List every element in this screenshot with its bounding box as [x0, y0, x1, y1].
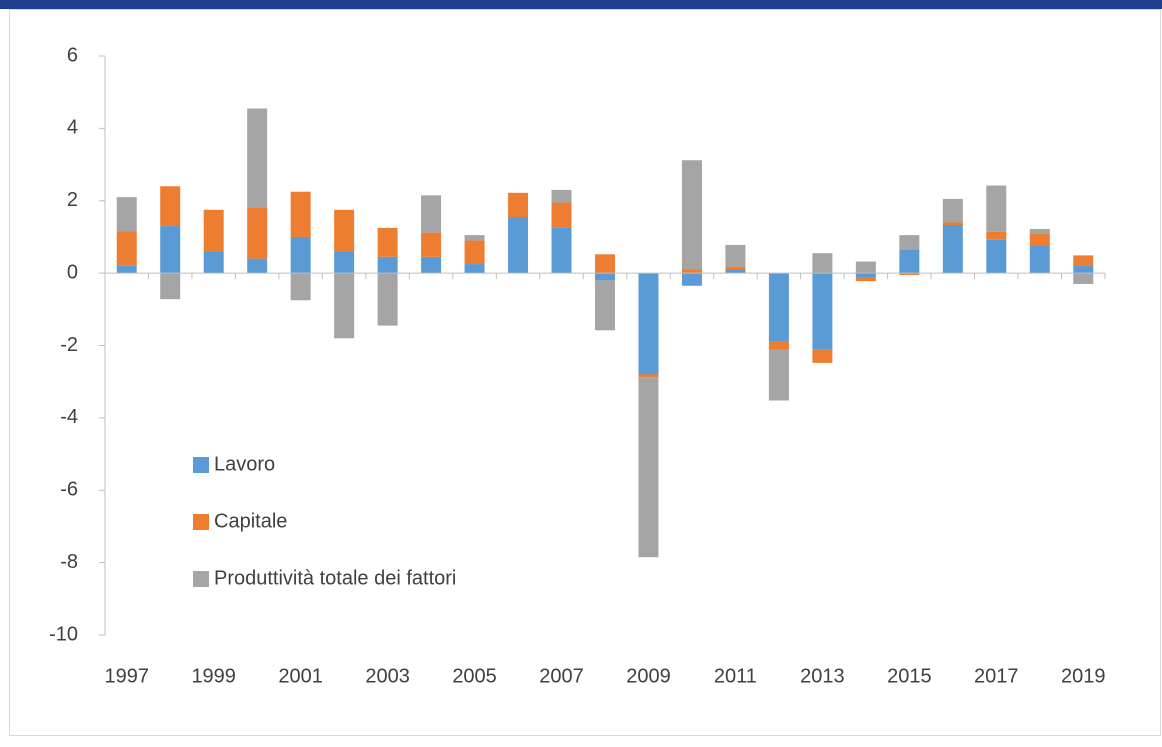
bar [203, 209, 224, 252]
x-tick-label: 2017 [974, 665, 1019, 687]
bar [725, 269, 746, 274]
bar [377, 227, 398, 257]
bar [595, 254, 615, 274]
bar [942, 198, 963, 223]
bar [681, 160, 702, 270]
bar [768, 341, 789, 350]
bar [508, 192, 529, 218]
x-tick-label: 1997 [104, 665, 149, 687]
bar [334, 209, 355, 252]
bar [290, 191, 311, 237]
bar [377, 256, 398, 274]
bar [377, 273, 398, 326]
bar [855, 261, 876, 274]
legend-label: Produttività totale dei fattori [214, 567, 456, 589]
bar [421, 232, 442, 257]
x-tick-label: 2011 [714, 665, 757, 687]
bar [942, 224, 963, 274]
bar [986, 231, 1007, 240]
chart-border [9, 9, 1161, 736]
x-tick-label: 2005 [452, 665, 497, 687]
x-tick-label: 2019 [1061, 665, 1106, 687]
bar [638, 377, 659, 558]
bar [595, 273, 615, 281]
header-bar [0, 0, 1162, 9]
bar [464, 264, 485, 274]
bar [464, 235, 485, 241]
legend-swatch [193, 457, 209, 473]
bar [1073, 273, 1094, 284]
bar [1073, 255, 1094, 266]
bar [812, 349, 833, 363]
bar [768, 273, 789, 342]
bar [290, 273, 311, 301]
x-tick-label: 2001 [278, 665, 323, 687]
bar [334, 273, 355, 339]
bar [551, 202, 572, 228]
y-tick-label: -10 [49, 623, 78, 645]
bar [1029, 245, 1050, 274]
bar [160, 273, 181, 300]
bar [855, 277, 876, 282]
x-tick-label: 2013 [800, 665, 845, 687]
bar [986, 185, 1007, 232]
y-tick-label: -6 [60, 479, 78, 501]
x-tick-label: 2007 [539, 665, 584, 687]
bar [855, 273, 876, 278]
legend: Lavoro Capitale Produttività totale dei fa… [193, 453, 456, 589]
legend-label: Capitale [214, 510, 287, 532]
bar [768, 349, 789, 401]
bar [986, 239, 1007, 274]
bar [464, 240, 485, 265]
bar [551, 189, 572, 203]
bar [421, 256, 442, 274]
bar [116, 265, 137, 274]
bar [812, 273, 833, 350]
bar [899, 273, 920, 275]
bar [638, 374, 659, 378]
y-tick-label: -8 [60, 551, 78, 573]
bar [725, 244, 746, 267]
bar [1029, 228, 1050, 234]
bar [1073, 265, 1094, 274]
y-tick-label: 2 [67, 189, 78, 211]
y-tick-label: -4 [60, 406, 78, 428]
bar [725, 266, 746, 270]
y-tick-label: 6 [67, 44, 78, 66]
legend-swatch [193, 514, 209, 530]
bar [247, 207, 268, 259]
bar [942, 222, 963, 225]
bar [421, 195, 442, 233]
bar [116, 197, 137, 232]
bar [290, 236, 311, 274]
x-tick-label: 1999 [191, 665, 236, 687]
bar [160, 226, 181, 274]
bar [638, 273, 659, 375]
bar [595, 280, 615, 331]
bar [334, 251, 355, 274]
bar [203, 251, 224, 274]
bar [508, 217, 529, 274]
legend-swatch [193, 571, 209, 587]
bar [247, 108, 268, 208]
x-tick-label: 2015 [887, 665, 932, 687]
bar [899, 235, 920, 250]
bar [160, 186, 181, 227]
bar [1029, 233, 1050, 246]
bar [681, 269, 702, 274]
x-tick-label: 2003 [365, 665, 410, 687]
bar [247, 258, 268, 274]
y-tick-label: -2 [60, 334, 78, 356]
bar [551, 227, 572, 274]
bar [812, 253, 833, 274]
y-tick-label: 4 [67, 117, 78, 139]
legend-label: Lavoro [214, 453, 275, 475]
bar [899, 249, 920, 274]
y-tick-label: 0 [67, 261, 78, 283]
x-tick-label: 2009 [626, 665, 671, 687]
bar [681, 273, 702, 286]
bar [116, 231, 137, 266]
